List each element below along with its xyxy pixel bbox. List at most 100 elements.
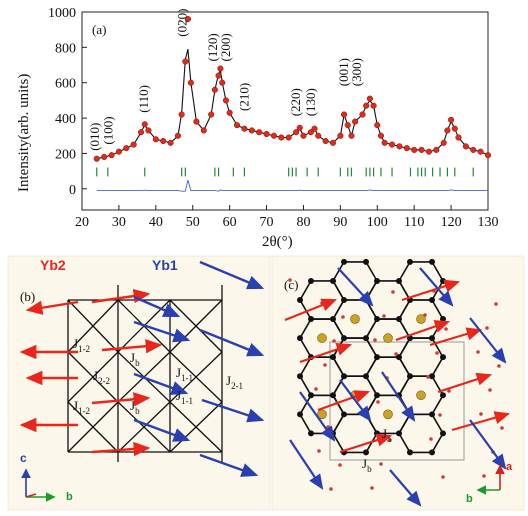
observed-point [193, 118, 200, 125]
yb-site [341, 411, 347, 418]
observed-point [300, 132, 307, 139]
observed-point [403, 145, 410, 152]
panel-a-label: (a) [92, 22, 106, 37]
small-atom [314, 387, 318, 391]
observed-point [263, 130, 270, 138]
observed-point [208, 111, 215, 118]
observed-point [363, 102, 370, 109]
small-atom [482, 474, 486, 478]
red-spin-arrow [284, 298, 338, 322]
y-tick-label: 600 [55, 77, 76, 92]
yb-site [374, 316, 380, 323]
observed-point [444, 127, 451, 134]
yb-site [363, 258, 369, 265]
blue-spin-arrow [337, 267, 374, 307]
yb-site [440, 430, 446, 437]
observed-point [293, 129, 300, 136]
yb-site [308, 430, 314, 437]
x-tick-label: 60 [223, 215, 237, 230]
observed-point [167, 139, 174, 146]
spin-arrows-c [284, 267, 511, 507]
gold-atom [416, 390, 426, 401]
observed-point [115, 148, 122, 155]
observed-point [200, 127, 207, 134]
x-tick-label: 100 [367, 215, 388, 230]
observed-point [451, 125, 458, 132]
small-atom [438, 413, 442, 417]
observed-point [484, 152, 492, 159]
svg-text:Jb: Jb [130, 350, 140, 368]
x-tick-label: 30 [112, 215, 126, 230]
yb-site [341, 297, 347, 303]
peak-label: (020) [174, 9, 189, 37]
bragg-tick-marks [96, 167, 474, 177]
red-spin-arrow [339, 433, 393, 454]
plot-frame [81, 11, 489, 211]
x-tick-label: 110 [404, 215, 424, 230]
panel-c-frame [271, 255, 525, 511]
axis-a-label: a [506, 461, 513, 473]
observed-point [381, 139, 388, 146]
yb-site [396, 354, 402, 361]
yb-site [363, 335, 369, 342]
yb-site [396, 430, 402, 437]
difference-curve [96, 179, 488, 192]
exchange-labels: J1-2 Jb J2-2 J1-1 J2-1 J1-2 Jb J1-1 [73, 336, 243, 416]
peak-label: (130) [303, 88, 318, 116]
yb2-spin-arrows [19, 288, 163, 457]
yb-site [297, 411, 303, 418]
blue-spin-arrow [289, 439, 324, 490]
small-atom [494, 302, 498, 306]
peak-label: (110) [136, 85, 151, 113]
red-spin-arrow [299, 343, 353, 364]
x-tick-label: 120 [441, 215, 462, 230]
observed-point [222, 97, 229, 104]
axis-b-label-c: b [466, 493, 473, 505]
peak-labels: (010)(100) (110) (020) (120)(200) (210) (220)… [87, 9, 364, 151]
observed-point [160, 138, 167, 145]
observed-point [226, 109, 233, 116]
observed-point [152, 136, 159, 143]
yb-site [363, 449, 369, 456]
observed-point [440, 139, 447, 146]
observed-point [215, 72, 222, 79]
observed-point [141, 121, 148, 128]
small-atom [394, 352, 398, 356]
red-spin-arrow [395, 320, 451, 342]
small-atom [382, 314, 386, 318]
observed-point [311, 125, 318, 132]
peak-label: (220) [288, 88, 303, 116]
blue-spin-arrow [339, 379, 372, 422]
svg-text:J2-2: J2-2 [93, 368, 110, 386]
y-axis-ticks: 0 200 400 600 800 1000 [48, 6, 87, 198]
yb-site [429, 449, 435, 456]
small-atom [376, 400, 380, 404]
axes-indicator-b: c b [20, 451, 73, 503]
small-atom [485, 326, 489, 330]
observed-point [211, 86, 218, 93]
x-tick-label: 130 [478, 215, 499, 230]
peak-label: (120) [205, 33, 220, 61]
observed-point [248, 127, 255, 134]
observed-point [219, 79, 226, 86]
observed-point [123, 145, 130, 152]
observed-point [315, 132, 322, 139]
small-atoms [288, 278, 504, 491]
observed-point [411, 146, 418, 153]
observed-point [174, 132, 182, 139]
yb-site [374, 354, 380, 361]
gold-atom [383, 333, 393, 343]
x-tick-label: 20 [75, 215, 89, 230]
gold-atom [317, 409, 327, 420]
yb-site [429, 335, 435, 342]
small-atom [444, 327, 448, 331]
yb-site [330, 354, 336, 361]
gold-atom [383, 409, 393, 420]
observed-point [184, 16, 191, 23]
yb-site [374, 277, 380, 284]
yb-site [396, 277, 402, 284]
svg-text:J1-2: J1-2 [73, 398, 90, 416]
small-atom [370, 486, 374, 490]
observed-point [477, 148, 484, 155]
x-tick-label: 90 [333, 215, 347, 230]
